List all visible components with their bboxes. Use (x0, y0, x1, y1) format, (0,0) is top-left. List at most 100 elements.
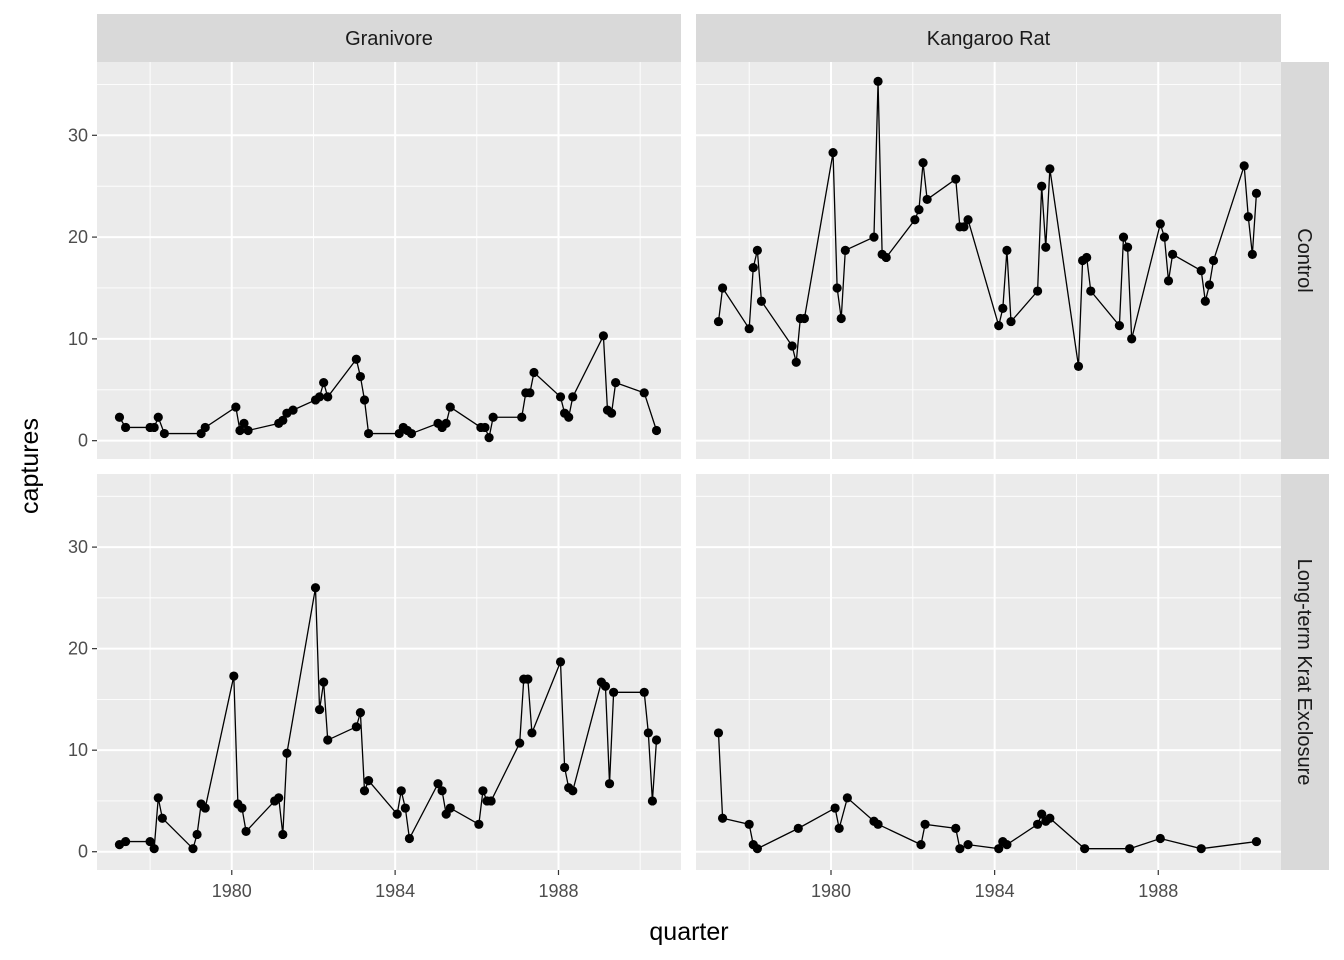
data-point (1082, 252, 1092, 263)
data-point (916, 840, 926, 850)
strip-kangaroo-rat: Kangaroo Rat (696, 14, 1281, 62)
series-line (717, 732, 1257, 850)
data-point (604, 779, 615, 789)
data-point (918, 158, 928, 168)
data-point (1239, 161, 1249, 171)
data-point (200, 422, 210, 433)
strip-background (97, 14, 681, 62)
y-tick-label: 30 (68, 125, 88, 145)
data-point (274, 793, 284, 803)
data-point (396, 786, 406, 796)
data-point (1080, 844, 1090, 854)
data-point (363, 776, 374, 786)
panel-granivore-long-term-krat-exclosure (97, 474, 681, 870)
strip-control: Control (1281, 62, 1329, 459)
data-point (1167, 249, 1178, 259)
data-point (400, 803, 410, 813)
strip-granivore: Granivore (97, 14, 681, 62)
data-point (351, 354, 361, 364)
strip-label: Long-term Krat Exclosure (1293, 559, 1315, 786)
data-point (478, 786, 488, 796)
data-point (145, 836, 155, 847)
data-point (959, 222, 969, 232)
data-point (480, 422, 490, 433)
data-point (1032, 286, 1043, 296)
data-point (1002, 245, 1012, 255)
data-point (523, 674, 533, 684)
data-point (748, 263, 758, 273)
data-point (239, 418, 249, 428)
data-point (1204, 280, 1215, 290)
data-point (278, 415, 288, 425)
data-point (243, 425, 253, 436)
data-point (1002, 840, 1012, 850)
data-point (717, 813, 728, 823)
data-point (235, 425, 245, 436)
data-point (1118, 232, 1129, 242)
panel-kangaroo-rat-control (696, 62, 1281, 459)
data-point (1125, 844, 1135, 854)
data-point (406, 428, 417, 439)
data-point (1196, 844, 1206, 854)
data-point (363, 428, 374, 439)
data-point (555, 657, 566, 667)
data-point (278, 829, 288, 840)
data-point (1247, 249, 1257, 259)
data-point (598, 331, 609, 341)
strip-background (1281, 474, 1329, 870)
data-point (951, 823, 961, 833)
data-point (359, 786, 370, 796)
data-point (1037, 181, 1047, 191)
data-point (323, 735, 333, 745)
y-tick-label: 30 (68, 537, 88, 557)
y-tick-label: 0 (78, 842, 88, 862)
data-point (153, 793, 163, 803)
data-point (828, 148, 838, 158)
data-point (488, 412, 498, 422)
data-point (120, 836, 131, 847)
data-point (359, 395, 370, 405)
data-point (611, 378, 621, 388)
data-point (529, 367, 539, 378)
data-point (1155, 219, 1165, 229)
x-tick-label: 1980 (212, 881, 252, 901)
y-tick-label: 10 (68, 740, 88, 760)
x-tick-label: 1984 (975, 881, 1015, 901)
panels-layer (97, 62, 1281, 870)
data-point (881, 252, 891, 263)
data-point (319, 378, 329, 388)
data-point (998, 303, 1008, 313)
data-point (639, 388, 649, 398)
data-point (527, 728, 537, 738)
y-tick-label: 10 (68, 329, 88, 349)
data-point (288, 405, 298, 415)
data-point (149, 422, 159, 433)
data-point (310, 583, 321, 593)
y-tick-label: 20 (68, 227, 88, 247)
x-axis-title: quarter (649, 918, 728, 946)
data-point (445, 803, 455, 813)
data-point (153, 412, 163, 422)
data-point (237, 803, 247, 813)
data-point (1208, 255, 1219, 266)
data-point (555, 392, 566, 402)
data-point (486, 796, 496, 806)
data-point (873, 819, 883, 829)
strip-long-term-krat-exclosure: Long-term Krat Exclosure (1281, 474, 1329, 870)
data-point (1251, 188, 1262, 198)
strip-label: Control (1293, 228, 1315, 292)
data-point (282, 748, 292, 758)
data-point (1196, 266, 1206, 276)
data-point (643, 728, 653, 738)
data-point (647, 796, 658, 806)
data-point (314, 704, 325, 715)
strip-background (696, 14, 1281, 62)
strip-background (1281, 62, 1329, 459)
data-point (114, 412, 125, 422)
data-point (441, 418, 451, 428)
data-point (756, 296, 767, 306)
data-point (713, 316, 724, 327)
data-point (840, 245, 850, 255)
y-tick-label: 20 (68, 639, 88, 659)
